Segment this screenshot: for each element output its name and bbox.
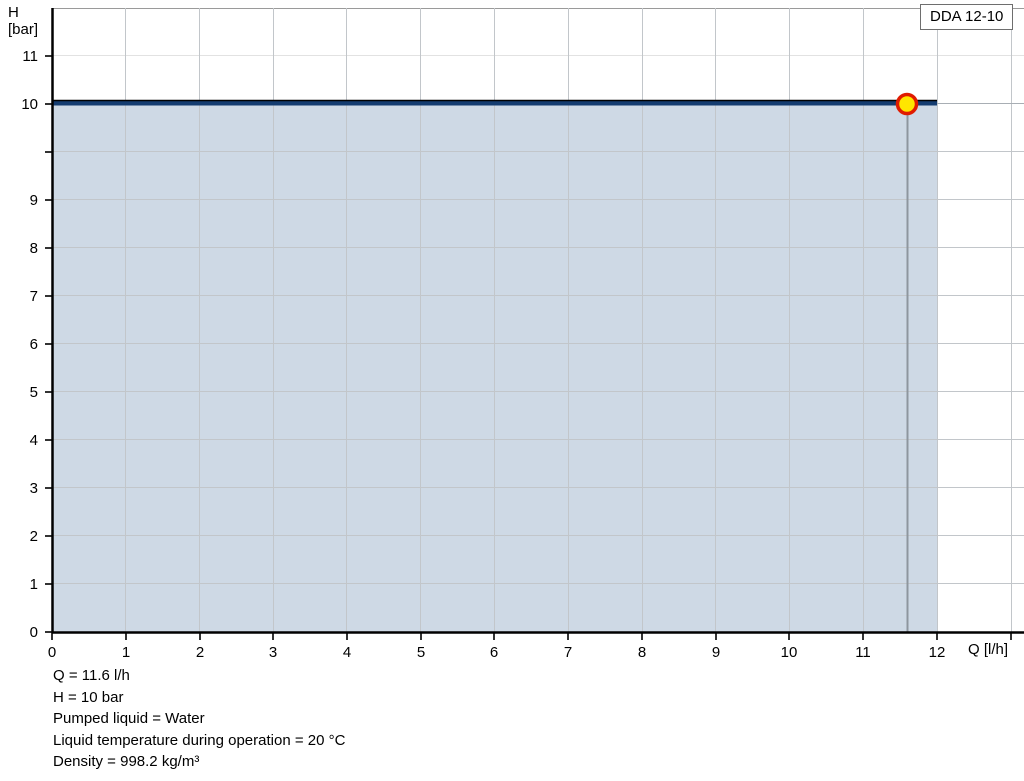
x-tick-label-9: 9 <box>711 644 721 661</box>
duty-point-marker[interactable] <box>895 92 919 116</box>
x-tick-label-11: 11 <box>855 644 871 661</box>
y-tick-label-11: 11 <box>22 48 38 65</box>
y-axis-ticks <box>45 55 52 633</box>
x-axis-ticks <box>51 632 1012 640</box>
y-tick-label-6: 6 <box>29 336 38 353</box>
operating-conditions-caption: Q = 11.6 l/h H = 10 bar Pumped liquid = … <box>53 665 345 773</box>
x-tick-label-12: 12 <box>928 644 946 661</box>
y-tick-label-8: 8 <box>29 240 38 257</box>
y-tick-label-1: 1 <box>29 576 38 593</box>
x-tick-label-8: 8 <box>637 644 647 661</box>
legend-box[interactable]: DDA 12-10 <box>920 4 1014 30</box>
caption-line-head: H = 10 bar <box>53 688 124 706</box>
x-tick-label-6: 6 <box>489 644 499 661</box>
caption-line-temperature: Liquid temperature during operation = 20… <box>53 731 346 749</box>
y-tick-label-10: 10 <box>21 96 38 113</box>
y-tick-label-9: 9 <box>29 192 38 209</box>
x-tick-label-2: 2 <box>195 644 205 661</box>
x-tick-label-4: 4 <box>342 644 352 661</box>
x-tick-label-0: 0 <box>47 644 57 661</box>
caption-line-flow: Q = 11.6 l/h <box>53 667 130 684</box>
y-axis-title: H [bar] <box>8 4 38 38</box>
y-axis-title-unit: [bar] <box>8 21 39 38</box>
chart-plot-area <box>45 8 1024 640</box>
x-tick-label-10: 10 <box>780 644 798 661</box>
y-axis-title-symbol: H <box>8 4 19 21</box>
caption-line-liquid: Pumped liquid = Water <box>53 710 205 727</box>
x-tick-label-7: 7 <box>563 644 573 661</box>
y-tick-label-7: 7 <box>29 288 38 305</box>
vertical-gridlines <box>125 8 1012 632</box>
x-tick-label-5: 5 <box>416 644 426 661</box>
y-tick-label-5: 5 <box>29 384 38 401</box>
x-tick-label-1: 1 <box>121 644 131 661</box>
y-tick-label-0: 0 <box>29 624 38 641</box>
caption-line-density: Density = 998.2 kg/m³ <box>53 753 200 770</box>
y-tick-label-2: 2 <box>29 528 38 545</box>
legend-label: DDA 12-10 <box>930 8 1004 25</box>
y-tick-label-4: 4 <box>29 432 38 449</box>
y-tick-label-3: 3 <box>29 480 38 497</box>
x-tick-label-3: 3 <box>268 644 278 661</box>
x-axis-title: Q [l/h] <box>968 641 1009 658</box>
